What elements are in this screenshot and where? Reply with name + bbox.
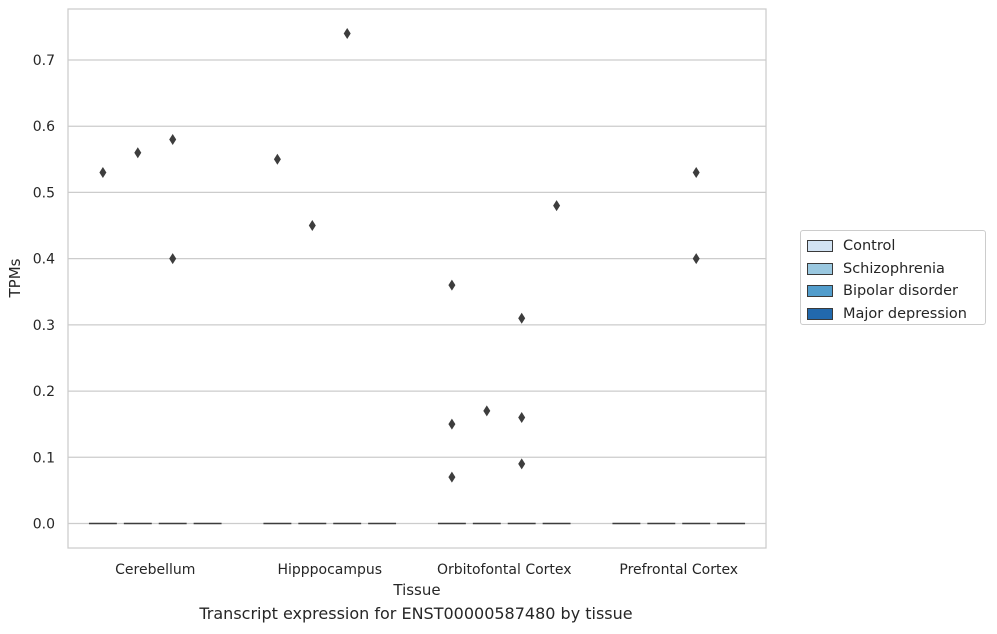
outlier-point <box>343 28 351 39</box>
y-tick-label: 0.5 <box>33 185 55 201</box>
y-tick-label: 0.7 <box>33 53 55 69</box>
grid-lines <box>68 59 766 525</box>
outlier-point <box>518 458 526 470</box>
y-tick-label: 0.4 <box>33 252 55 268</box>
plot-frame <box>67 8 767 549</box>
legend-item: Major depression <box>807 303 985 326</box>
outlier-points <box>99 28 700 483</box>
x-tick-label: Cerebellum <box>115 562 195 578</box>
y-axis-ticks: 0.0 0.1 0.2 0.3 0.4 0.5 0.6 0.7 <box>33 53 55 533</box>
y-tick-label: 0.6 <box>33 119 55 135</box>
legend-label: Schizophrenia <box>843 260 945 277</box>
legend-label: Major depression <box>843 305 967 322</box>
legend-swatch <box>807 307 833 320</box>
outlier-point <box>448 418 456 430</box>
legend-item: Control <box>807 235 985 258</box>
legend-swatch <box>807 240 833 253</box>
legend-item: Bipolar disorder <box>807 280 985 303</box>
chart-caption: Transcript expression for ENST0000058748… <box>199 604 633 623</box>
legend-swatch <box>807 285 833 298</box>
x-tick-label: Prefrontal Cortex <box>619 562 738 578</box>
outlier-point <box>169 133 177 145</box>
x-axis-ticks: Cerebellum Hipppocampus Orbitofontal Corte… <box>115 562 738 578</box>
outlier-point <box>99 167 107 179</box>
y-tick-label: 0.0 <box>33 517 55 533</box>
legend-label: Control <box>843 238 896 255</box>
outlier-point <box>448 279 456 291</box>
y-tick-label: 0.3 <box>33 318 55 334</box>
legend-swatch <box>807 262 833 275</box>
outlier-point <box>308 220 316 232</box>
outlier-point <box>273 153 281 165</box>
legend: Control Schizophrenia Bipolar disorder Majo… <box>800 230 986 325</box>
x-tick-label: Orbitofontal Cortex <box>437 562 572 578</box>
legend-item: Schizophrenia <box>807 258 985 281</box>
y-axis-label: TPMs <box>6 258 24 298</box>
outlier-point <box>692 167 700 179</box>
outlier-point <box>692 253 700 265</box>
y-tick-label: 0.2 <box>33 384 55 400</box>
outlier-point <box>169 253 177 265</box>
outlier-point <box>134 147 142 159</box>
outlier-point <box>553 200 561 212</box>
x-tick-label: Hipppocampus <box>277 562 382 578</box>
legend-label: Bipolar disorder <box>843 283 958 300</box>
x-axis-label: Tissue <box>392 581 440 599</box>
outlier-point <box>448 471 456 483</box>
outlier-point <box>483 405 491 417</box>
outlier-point <box>518 412 526 424</box>
outlier-point <box>518 312 526 324</box>
y-tick-label: 0.1 <box>33 450 55 466</box>
